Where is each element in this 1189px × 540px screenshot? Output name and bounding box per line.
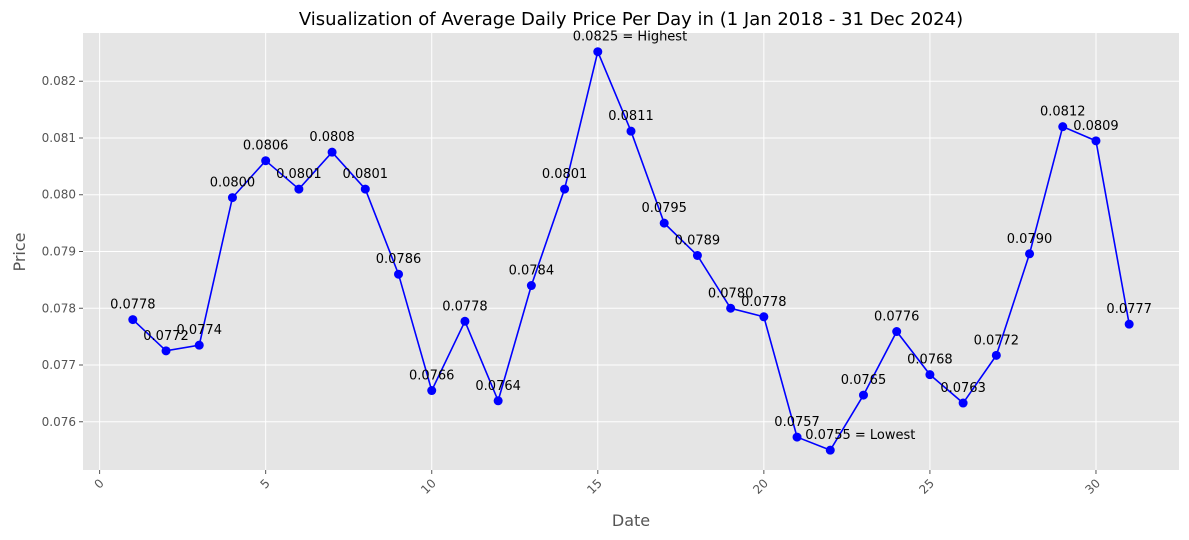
data-label: 0.0757 xyxy=(774,415,820,430)
data-point xyxy=(858,390,868,400)
data-point xyxy=(692,250,702,260)
data-point xyxy=(194,340,204,350)
data-point xyxy=(593,47,603,57)
data-label: 0.0786 xyxy=(376,252,422,267)
data-point xyxy=(792,432,802,442)
data-point xyxy=(1124,319,1134,329)
data-label: 0.0766 xyxy=(409,369,455,384)
x-tick-label: 20 xyxy=(750,476,771,497)
y-tick-label: 0.078 xyxy=(42,301,76,315)
chart-title: Visualization of Average Daily Price Per… xyxy=(299,9,963,30)
data-point xyxy=(161,346,171,356)
data-point xyxy=(493,396,503,406)
data-point xyxy=(958,398,968,408)
data-point xyxy=(925,370,935,380)
data-label: 0.0825 = Highest xyxy=(573,30,687,45)
data-point xyxy=(360,184,370,194)
data-label: 0.0800 xyxy=(210,176,256,191)
data-label: 0.0772 xyxy=(143,329,189,344)
data-point xyxy=(227,193,237,203)
y-tick-label: 0.081 xyxy=(42,131,76,145)
x-tick-label: 15 xyxy=(584,476,605,497)
data-label: 0.0778 xyxy=(110,298,156,313)
data-point xyxy=(261,156,271,166)
data-point xyxy=(327,147,337,157)
y-tick-label: 0.076 xyxy=(42,415,76,429)
y-tick-label: 0.082 xyxy=(42,74,76,88)
data-label: 0.0763 xyxy=(940,381,986,396)
x-axis-ticks: 0 5 10 15 20 25 30 xyxy=(91,470,1103,497)
data-label: 0.0801 xyxy=(343,167,389,182)
data-label: 0.0812 xyxy=(1040,105,1086,120)
data-label: 0.0806 xyxy=(243,139,289,154)
data-label: 0.0801 xyxy=(276,167,322,182)
data-label: 0.0809 xyxy=(1073,119,1119,134)
grid xyxy=(83,33,1179,470)
x-tick-label: 5 xyxy=(257,476,272,491)
data-point xyxy=(759,312,769,322)
x-tick-label: 30 xyxy=(1082,476,1103,497)
data-label: 0.0764 xyxy=(475,379,521,394)
data-label: 0.0777 xyxy=(1106,302,1152,317)
y-tick-label: 0.077 xyxy=(42,358,76,372)
data-label: 0.0765 xyxy=(841,373,887,388)
data-label: 0.0776 xyxy=(874,310,920,325)
data-point xyxy=(726,303,736,313)
data-label: 0.0808 xyxy=(309,130,355,145)
data-label: 0.0789 xyxy=(675,233,721,248)
series: 0.07780.07720.07740.08000.08060.08010.08… xyxy=(110,30,1152,455)
y-axis-label: Price xyxy=(10,232,29,271)
data-point xyxy=(892,327,902,337)
data-label: 0.0801 xyxy=(542,167,588,182)
x-tick-label: 0 xyxy=(91,476,106,491)
data-point xyxy=(526,281,536,291)
data-label: 0.0784 xyxy=(509,264,555,279)
x-tick-label: 25 xyxy=(916,476,937,497)
data-point xyxy=(394,269,404,279)
data-label: 0.0778 xyxy=(442,299,488,314)
data-point xyxy=(128,315,138,325)
data-label: 0.0780 xyxy=(708,286,754,301)
data-point xyxy=(991,350,1001,360)
data-point xyxy=(1058,122,1068,132)
data-point xyxy=(1091,136,1101,146)
data-label: 0.0768 xyxy=(907,353,953,368)
x-axis-label: Date xyxy=(612,511,650,530)
data-point xyxy=(294,184,304,194)
y-axis-ticks: 0.076 0.077 0.078 0.079 0.080 0.081 0.082 xyxy=(42,74,83,429)
data-label: 0.0811 xyxy=(608,109,654,124)
data-label: 0.0795 xyxy=(641,201,687,216)
data-point xyxy=(1025,249,1035,259)
x-tick-label: 10 xyxy=(418,476,439,497)
data-point xyxy=(427,386,437,396)
data-point xyxy=(825,445,835,455)
y-tick-label: 0.079 xyxy=(42,245,76,259)
data-label: 0.0778 xyxy=(741,295,787,310)
data-label: 0.0755 = Lowest xyxy=(805,428,915,443)
data-point xyxy=(626,126,636,136)
data-point xyxy=(460,316,470,326)
y-tick-label: 0.080 xyxy=(42,188,76,202)
data-label: 0.0774 xyxy=(176,323,222,338)
data-label: 0.0772 xyxy=(974,333,1020,348)
data-label: 0.0790 xyxy=(1007,232,1053,247)
data-point xyxy=(560,184,570,194)
data-point xyxy=(659,218,669,228)
